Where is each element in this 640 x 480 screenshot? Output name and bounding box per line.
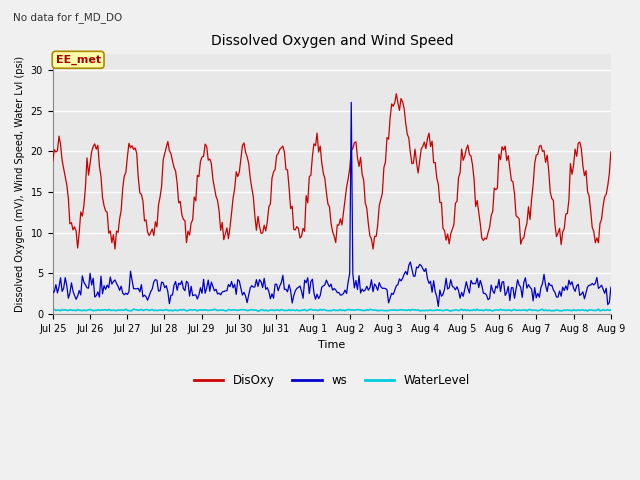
X-axis label: Time: Time	[318, 339, 346, 349]
Y-axis label: Dissolved Oxygen (mV), Wind Speed, Water Lvl (psi): Dissolved Oxygen (mV), Wind Speed, Water…	[15, 56, 25, 312]
Text: EE_met: EE_met	[56, 55, 100, 65]
Title: Dissolved Oxygen and Wind Speed: Dissolved Oxygen and Wind Speed	[211, 34, 453, 48]
Text: No data for f_MD_DO: No data for f_MD_DO	[13, 12, 122, 23]
Legend: DisOxy, ws, WaterLevel: DisOxy, ws, WaterLevel	[189, 369, 475, 392]
